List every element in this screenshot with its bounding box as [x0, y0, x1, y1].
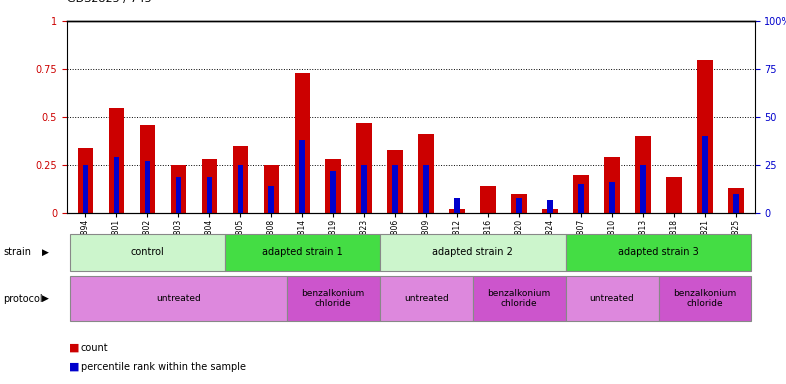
Text: count: count: [81, 343, 108, 353]
Bar: [70, 234, 225, 271]
Bar: [145, 161, 150, 213]
Bar: [733, 194, 739, 213]
Bar: [418, 134, 434, 213]
Bar: [635, 136, 651, 213]
Bar: [667, 177, 681, 213]
Text: untreated: untreated: [404, 294, 449, 303]
Bar: [201, 159, 217, 213]
Bar: [659, 276, 751, 321]
Bar: [114, 157, 119, 213]
Bar: [83, 165, 88, 213]
Bar: [207, 177, 212, 213]
Bar: [450, 209, 465, 213]
Bar: [357, 123, 372, 213]
Bar: [547, 200, 553, 213]
Bar: [573, 175, 589, 213]
Text: ▶: ▶: [42, 294, 49, 303]
Text: protocol: protocol: [3, 293, 42, 304]
Bar: [225, 234, 380, 271]
Bar: [604, 157, 620, 213]
Bar: [237, 165, 243, 213]
Bar: [175, 177, 181, 213]
Bar: [330, 171, 336, 213]
Bar: [702, 136, 707, 213]
Text: ▶: ▶: [42, 248, 49, 257]
Bar: [578, 184, 584, 213]
Bar: [454, 198, 460, 213]
Bar: [295, 73, 310, 213]
Bar: [70, 276, 287, 321]
Bar: [269, 186, 274, 213]
Text: ■: ■: [69, 343, 79, 353]
Text: adapted strain 3: adapted strain 3: [618, 247, 699, 258]
Bar: [263, 165, 279, 213]
Text: ■: ■: [69, 362, 79, 372]
Bar: [566, 234, 751, 271]
Text: percentile rank within the sample: percentile rank within the sample: [81, 362, 246, 372]
Bar: [728, 188, 744, 213]
Bar: [641, 165, 646, 213]
Text: benzalkonium
chloride: benzalkonium chloride: [302, 289, 365, 308]
Bar: [566, 276, 659, 321]
Bar: [140, 125, 155, 213]
Bar: [609, 182, 615, 213]
Text: benzalkonium
chloride: benzalkonium chloride: [487, 289, 551, 308]
Bar: [78, 148, 94, 213]
Text: benzalkonium
chloride: benzalkonium chloride: [674, 289, 736, 308]
Bar: [542, 209, 558, 213]
Text: untreated: untreated: [156, 294, 200, 303]
Bar: [380, 276, 472, 321]
Text: GDS2825 / 745: GDS2825 / 745: [67, 0, 152, 4]
Bar: [697, 60, 713, 213]
Text: control: control: [130, 247, 164, 258]
Bar: [287, 276, 380, 321]
Bar: [362, 165, 367, 213]
Bar: [392, 165, 398, 213]
Bar: [480, 186, 496, 213]
Bar: [512, 194, 527, 213]
Bar: [171, 165, 186, 213]
Bar: [325, 159, 341, 213]
Bar: [516, 198, 522, 213]
Text: untreated: untreated: [590, 294, 634, 303]
Text: strain: strain: [3, 247, 31, 258]
Bar: [299, 140, 305, 213]
Bar: [108, 108, 124, 213]
Bar: [387, 150, 403, 213]
Text: adapted strain 2: adapted strain 2: [432, 247, 513, 258]
Text: adapted strain 1: adapted strain 1: [262, 247, 343, 258]
Bar: [233, 146, 248, 213]
Bar: [424, 165, 429, 213]
Bar: [380, 234, 566, 271]
Bar: [472, 276, 566, 321]
